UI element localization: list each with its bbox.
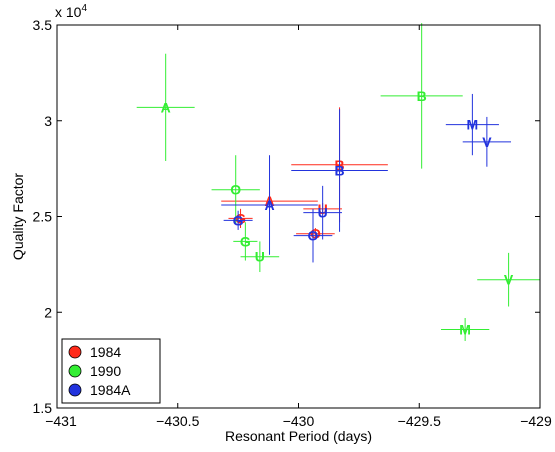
x-tick-label: −430: [283, 413, 315, 429]
data-point-label: G: [233, 212, 244, 228]
x-tick-label: −430.5: [156, 413, 199, 429]
axis-ticks-layer: −431 −430.5 −430 −429.5 −429 1.5 2 2.5 3 3.5: [33, 17, 552, 429]
y-tick-label: 1.5: [33, 400, 53, 416]
data-point-label: M: [459, 321, 471, 337]
x-tick-label: −429: [520, 413, 552, 429]
data-point-label: G: [235, 210, 246, 226]
legend-entry-label: 1984: [90, 344, 121, 360]
data-point-label: M: [467, 117, 479, 133]
legend: 1984 1990 1984A: [61, 338, 161, 404]
legend-marker: [68, 364, 82, 378]
data-point-label: O: [230, 182, 241, 198]
legend-entry-label: 1984A: [90, 382, 131, 398]
data-point-label: G: [240, 233, 251, 249]
data-point-label: O: [310, 226, 321, 242]
data-point-label: O: [308, 228, 319, 244]
x-axis-title: Resonant Period (days): [225, 428, 372, 444]
data-point-label: B: [334, 163, 344, 179]
y-axis-title: Quality Factor: [10, 173, 26, 260]
data-point-label: U: [255, 249, 265, 265]
x-tick-label: −429.5: [398, 413, 441, 429]
data-point-label: B: [417, 88, 427, 104]
legend-marker: [68, 383, 82, 397]
data-point-label: A: [264, 197, 274, 213]
data-point-label: A: [161, 99, 171, 115]
legend-entry-label: 1990: [90, 363, 121, 379]
y-tick-label: 2: [44, 304, 52, 320]
y-axis-exponent-label: x 104: [55, 3, 87, 20]
data-point-label: U: [318, 205, 328, 221]
y-tick-label: 3: [44, 113, 52, 129]
legend-marker: [68, 345, 82, 359]
y-tick-label: 3.5: [33, 17, 53, 33]
data-point-label: V: [504, 272, 514, 288]
y-tick-label: 2.5: [33, 209, 53, 225]
x-tick-label: −431: [45, 413, 77, 429]
data-point-label: V: [482, 134, 492, 150]
